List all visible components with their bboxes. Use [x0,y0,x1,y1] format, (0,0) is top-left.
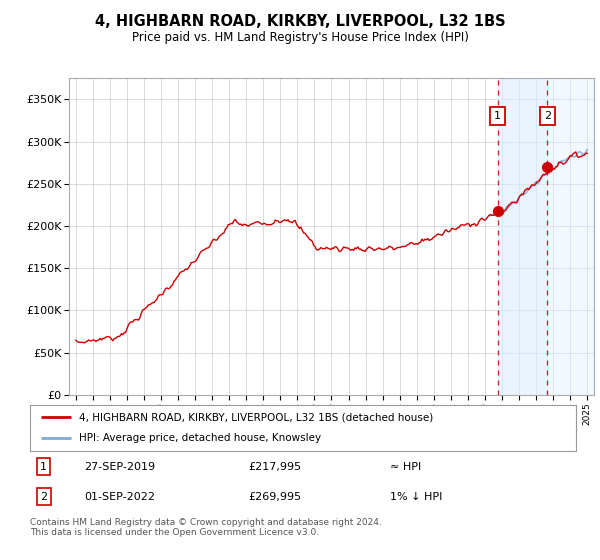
Text: 01-SEP-2022: 01-SEP-2022 [85,492,155,502]
Text: 27-SEP-2019: 27-SEP-2019 [85,461,156,472]
Text: Contains HM Land Registry data © Crown copyright and database right 2024.
This d: Contains HM Land Registry data © Crown c… [30,518,382,538]
Text: 4, HIGHBARN ROAD, KIRKBY, LIVERPOOL, L32 1BS: 4, HIGHBARN ROAD, KIRKBY, LIVERPOOL, L32… [95,14,505,29]
Text: £217,995: £217,995 [248,461,302,472]
Text: 4, HIGHBARN ROAD, KIRKBY, LIVERPOOL, L32 1BS (detached house): 4, HIGHBARN ROAD, KIRKBY, LIVERPOOL, L32… [79,412,433,422]
Text: 2: 2 [544,111,551,122]
Text: 1: 1 [494,111,501,122]
Text: £269,995: £269,995 [248,492,302,502]
Bar [547,78,594,395]
Text: HPI: Average price, detached house, Knowsley: HPI: Average price, detached house, Know… [79,433,321,444]
Text: ≈ HPI: ≈ HPI [391,461,422,472]
Bar [497,78,547,395]
Text: 1% ↓ HPI: 1% ↓ HPI [391,492,443,502]
Text: Price paid vs. HM Land Registry's House Price Index (HPI): Price paid vs. HM Land Registry's House … [131,31,469,44]
Text: 1: 1 [40,461,47,472]
Text: 2: 2 [40,492,47,502]
